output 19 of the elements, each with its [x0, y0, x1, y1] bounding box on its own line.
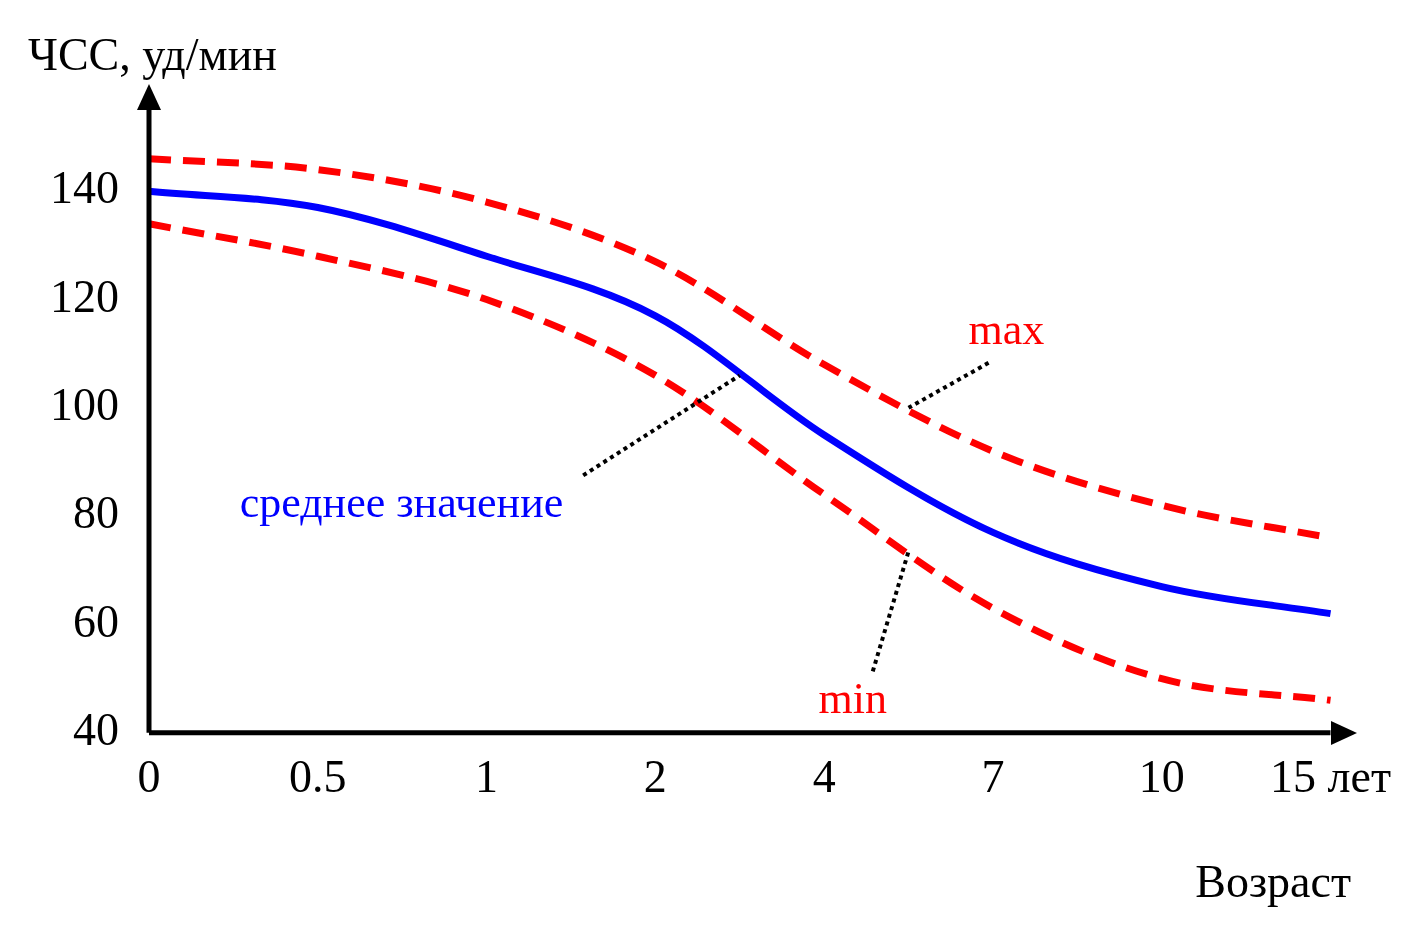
x-tick-label: 10 — [1138, 751, 1185, 803]
x-tick-label: 15 лет — [1270, 751, 1391, 803]
x-tick-label: 0 — [137, 751, 161, 803]
series-label: max — [968, 305, 1045, 355]
y-tick-label: 140 — [50, 162, 119, 214]
text: min — [818, 673, 887, 723]
y-tick-label: 80 — [73, 487, 119, 539]
x-tick-label: 0.5 — [289, 751, 347, 803]
x-tick-label: 4 — [812, 751, 836, 803]
y-axis-title: ЧСС, уд/мин — [28, 28, 277, 81]
y-tick-label: 40 — [73, 703, 119, 755]
x-axis-title: Возраст — [1195, 855, 1351, 908]
text: среднее значение — [239, 477, 564, 527]
x-tick-label: 1 — [475, 751, 499, 803]
x-tick-label: 2 — [643, 751, 667, 803]
y-tick-label: 120 — [50, 270, 119, 322]
y-tick-label: 100 — [50, 378, 119, 430]
y-tick-label: 60 — [73, 595, 119, 647]
x-tick-label: 7 — [981, 751, 1005, 803]
